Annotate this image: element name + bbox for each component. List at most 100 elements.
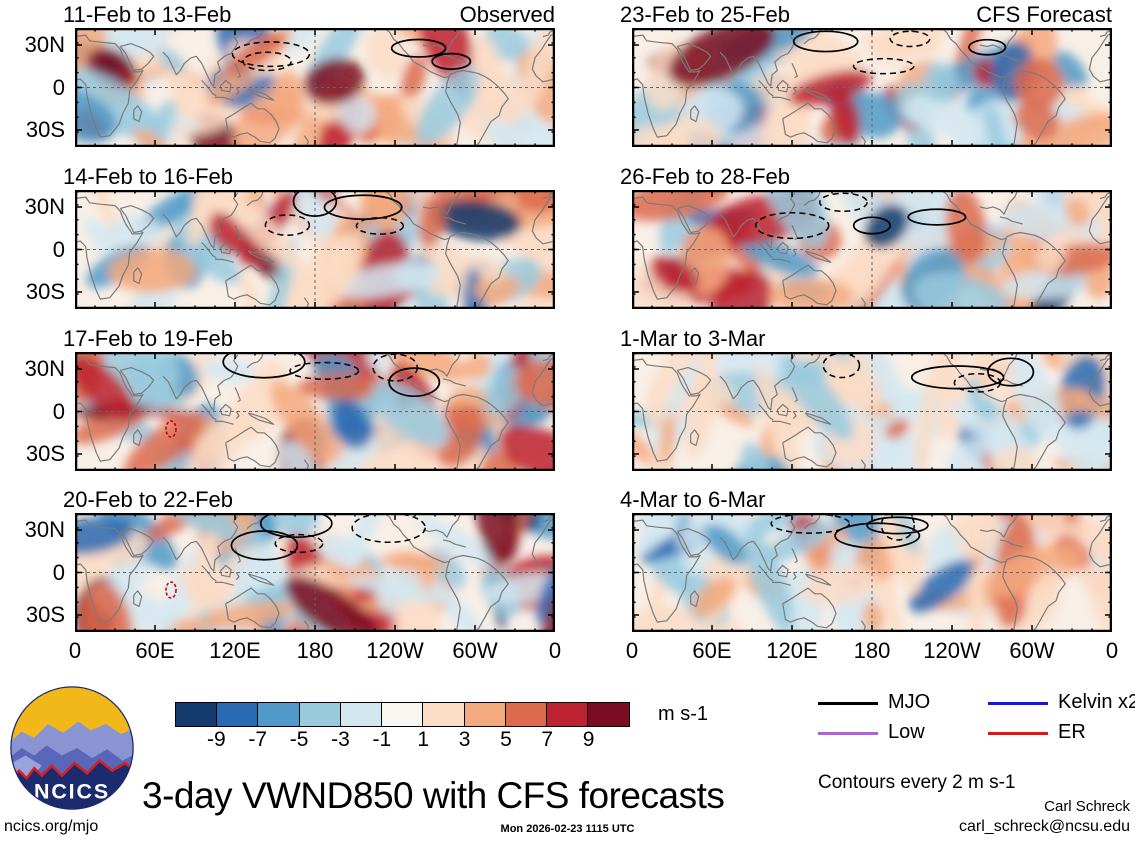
colorbar-tick-label: 3 — [458, 728, 471, 751]
colorbar-tick-label: 7 — [541, 728, 554, 751]
panel-title: 17-Feb to 19-Feb — [63, 326, 233, 351]
colorbar-cell — [463, 702, 507, 727]
figure-title: 3-day VWND850 with CFS forecasts — [142, 775, 725, 816]
colorbar-units: m s-1 — [658, 703, 708, 725]
panel-title-row: 26-Feb to 28-Feb — [620, 163, 1112, 189]
panel-title-row: 23-Feb to 25-Feb CFS Forecast — [620, 1, 1112, 27]
ncics-logo: NCICS — [8, 685, 136, 816]
y-axis-label: 0 — [52, 559, 65, 585]
colorbar-cell — [546, 702, 589, 727]
anomaly-map — [632, 28, 1112, 147]
colorbar-cell — [504, 702, 548, 727]
legend-label: MJO — [888, 691, 931, 713]
panel-title: 11-Feb to 13-Feb — [63, 2, 232, 27]
panel-title-row: 17-Feb to 19-Feb — [63, 325, 555, 351]
panel-title: 14-Feb to 16-Feb — [63, 164, 233, 189]
panel-title: 26-Feb to 28-Feb — [620, 164, 790, 189]
anomaly-map — [632, 352, 1112, 471]
panel-corner-label: CFS Forecast — [976, 2, 1112, 27]
footer-timestamp: Mon 2026-02-23 1115 UTC — [500, 823, 635, 835]
panel-title-row: 11-Feb to 13-Feb Observed — [63, 1, 555, 27]
x-axis-label: 0 — [625, 638, 639, 663]
map-panel — [75, 352, 555, 471]
legend-label: Kelvin x2 — [1058, 691, 1135, 713]
colorbar-tick-label: -7 — [248, 728, 268, 751]
y-axis-label: 30N — [24, 517, 65, 543]
legend-label: ER — [1058, 721, 1086, 743]
colorbar-cell — [381, 702, 424, 727]
y-axis-label: 0 — [52, 398, 65, 424]
x-axis-label: 60E — [692, 638, 732, 663]
footer-author: Carl Schreck — [1044, 798, 1130, 815]
x-axis-label: 120W — [923, 638, 981, 663]
y-axis-label: 30S — [25, 601, 65, 627]
contour-interval-note: Contours every 2 m s-1 — [818, 772, 1016, 793]
legend-line-er — [988, 732, 1048, 735]
colorbar-tick-label: -9 — [207, 728, 226, 751]
map-panel — [632, 513, 1112, 632]
panel-title: 4-Mar to 6-Mar — [620, 487, 766, 512]
y-axis-label: 30N — [24, 356, 65, 382]
colorbar — [175, 702, 630, 727]
panel-title-row: 20-Feb to 22-Feb — [63, 486, 555, 512]
y-axis-label: 30S — [25, 278, 65, 304]
y-axis-label: 30N — [24, 32, 65, 58]
x-axis-label: 120E — [766, 638, 818, 663]
colorbar-cell — [298, 702, 342, 727]
anomaly-map — [75, 28, 555, 147]
panel-title-row: 4-Mar to 6-Mar — [620, 486, 1112, 512]
anomaly-map — [75, 513, 555, 632]
anomaly-map — [75, 352, 555, 471]
colorbar-tick-label: -1 — [372, 728, 392, 751]
legend-line-mjo — [818, 702, 878, 705]
x-axis-label: 120E — [209, 638, 261, 663]
x-axis-label: 180 — [853, 638, 891, 663]
legend-label: Low — [888, 721, 925, 743]
x-axis-label: 60E — [135, 638, 175, 663]
map-panel — [632, 28, 1112, 147]
x-axis-label: 0 — [1105, 638, 1119, 663]
y-axis-label: 0 — [52, 236, 65, 262]
colorbar-cell — [175, 702, 218, 727]
x-axis-label: 120W — [366, 638, 424, 663]
colorbar-tick-label: -3 — [331, 728, 350, 751]
anomaly-map — [75, 190, 555, 309]
colorbar-tick-label: 9 — [582, 728, 595, 751]
panel-title: 23-Feb to 25-Feb — [620, 2, 790, 27]
y-axis-label: 30S — [25, 116, 65, 142]
colorbar-cell — [339, 702, 383, 727]
colorbar-cell — [216, 702, 259, 727]
legend-line-low — [818, 732, 878, 735]
footer-email: carl_schreck@ncsu.edu — [959, 818, 1130, 835]
map-panel — [75, 190, 555, 309]
legend-line-kelvin-x2 — [988, 702, 1048, 705]
y-axis-label: 30S — [25, 440, 65, 466]
x-axis-label: 60W — [1009, 638, 1055, 663]
panel-title: 1-Mar to 3-Mar — [620, 326, 766, 351]
panel-corner-label: Observed — [459, 2, 555, 27]
colorbar-cell — [587, 702, 630, 727]
panel-title-row: 14-Feb to 16-Feb — [63, 163, 555, 189]
x-axis-label: 180 — [296, 638, 334, 663]
anomaly-map — [632, 190, 1112, 309]
y-axis-label: 0 — [52, 74, 65, 100]
panel-title: 20-Feb to 22-Feb — [63, 487, 233, 512]
panel-title-row: 1-Mar to 3-Mar — [620, 325, 1112, 351]
ncics-logo-text: NCICS — [34, 779, 110, 803]
colorbar-cell — [257, 702, 301, 727]
x-axis-label: 60W — [452, 638, 498, 663]
colorbar-tick-label: -5 — [289, 728, 309, 751]
map-panel — [75, 513, 555, 632]
map-panel — [632, 352, 1112, 471]
y-axis-label: 30N — [24, 194, 65, 220]
map-panel — [632, 190, 1112, 309]
x-axis-label: 0 — [548, 638, 562, 663]
x-axis-label: 0 — [68, 638, 82, 663]
anomaly-map — [632, 513, 1112, 632]
colorbar-cell — [422, 702, 466, 727]
colorbar-tick-label: 5 — [500, 728, 512, 751]
colorbar-tick-label: 1 — [417, 728, 430, 751]
ncics-logo-icon: NCICS — [10, 686, 134, 810]
footer-url: ncics.org/mjo — [4, 818, 99, 835]
